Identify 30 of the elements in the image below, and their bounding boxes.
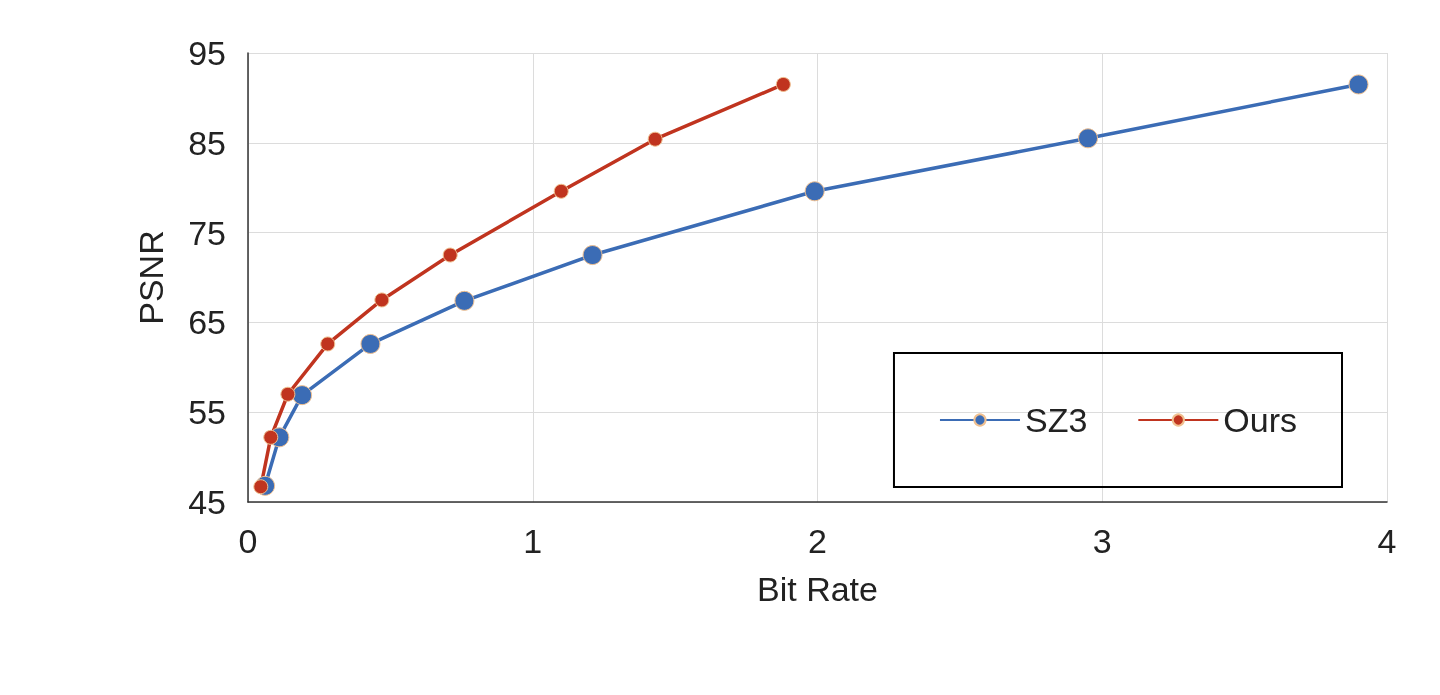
x-tick-label: 2 (808, 522, 827, 560)
point (553, 183, 569, 199)
point (454, 290, 475, 311)
y-tick-label: 45 (188, 483, 226, 521)
x-tick-label: 3 (1092, 522, 1112, 560)
y-tick-label: 85 (188, 123, 226, 162)
point (1078, 128, 1099, 149)
y-tick-label: 65 (188, 303, 226, 342)
y-tick-label: 75 (188, 213, 226, 252)
legend-label: Ours (1223, 401, 1298, 439)
point (263, 429, 279, 445)
point (374, 292, 390, 308)
legend-label: SZ3 (1024, 401, 1088, 439)
point (582, 245, 603, 266)
point (1348, 74, 1369, 95)
x-tick-label: 1 (523, 522, 543, 560)
x-tick-label: 0 (238, 522, 258, 560)
point (775, 76, 791, 92)
point (442, 247, 458, 263)
point (292, 385, 313, 406)
point (280, 386, 296, 402)
y-tick-label: 95 (188, 34, 226, 72)
point (320, 336, 336, 352)
point (360, 333, 381, 354)
y-axis-title: PSNR (132, 230, 170, 325)
x-tick-label: 4 (1377, 522, 1397, 560)
point (647, 131, 663, 147)
y-tick-label: 55 (188, 393, 226, 432)
point (804, 181, 825, 202)
x-axis-title: Bit Rate (757, 570, 878, 608)
